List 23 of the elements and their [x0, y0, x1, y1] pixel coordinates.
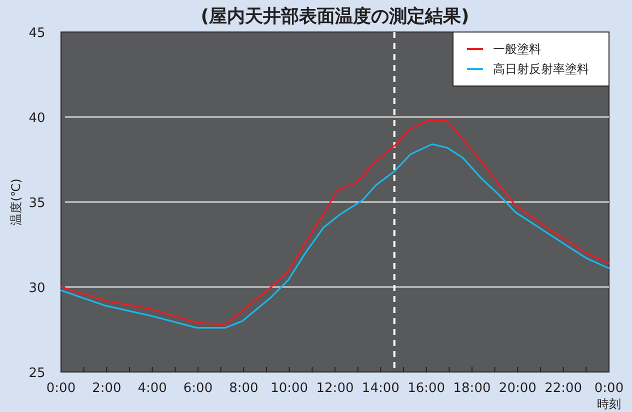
- x-tick-label: 10:00: [270, 381, 308, 396]
- x-tick-label: 12:00: [316, 381, 354, 396]
- legend-label: 高日射反射率塗料: [493, 62, 589, 76]
- y-tick-label: 30: [28, 281, 46, 296]
- y-axis-title: 温度(℃): [9, 178, 23, 226]
- x-axis-title: 時刻: [597, 397, 621, 411]
- x-tick-label: 8:00: [229, 381, 258, 396]
- y-tick-label: 45: [28, 26, 46, 41]
- x-tick-label: 2:00: [92, 381, 122, 396]
- legend-label: 一般塗料: [493, 42, 541, 56]
- x-tick-label: 16:00: [408, 381, 446, 396]
- x-tick-label: 22:00: [544, 381, 582, 396]
- x-tick-label: 6:00: [183, 381, 213, 396]
- x-tick-label: 20:00: [498, 381, 536, 396]
- x-tick-label: 18:00: [453, 381, 491, 396]
- x-tick-label: 4:00: [138, 381, 167, 396]
- y-tick-label: 35: [28, 196, 46, 211]
- y-tick-label: 40: [28, 111, 46, 126]
- x-tick-label: 14:00: [362, 381, 400, 396]
- chart-title: (屋内天井部表面温度の測定結果): [200, 6, 470, 27]
- x-tick-label: 0:00: [594, 381, 624, 396]
- x-tick-label: 0:00: [46, 381, 76, 396]
- y-tick-label: 25: [28, 366, 46, 381]
